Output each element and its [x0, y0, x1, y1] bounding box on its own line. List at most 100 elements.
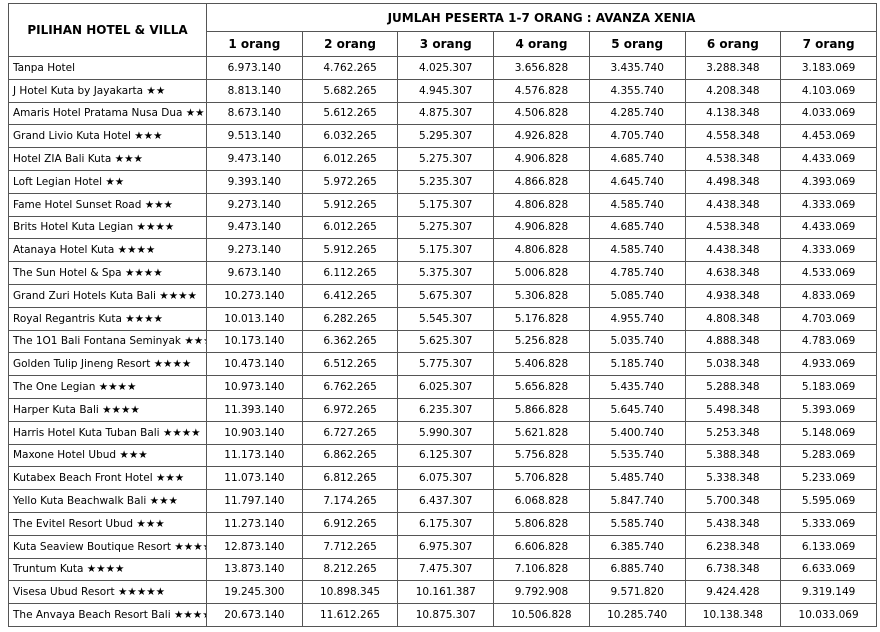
- price-cell: 4.025.307: [397, 56, 495, 80]
- price-cell: 6.812.265: [301, 466, 399, 491]
- price-cell: 4.806.828: [493, 192, 590, 217]
- table-row: Kuta Seaview Boutique Resort ★★★★ 12.873.…: [8, 534, 877, 559]
- price-cell: 5.235.307: [397, 169, 495, 194]
- price-cell: 13.873.140: [206, 557, 303, 582]
- price-cell: 4.906.828: [493, 147, 590, 171]
- price-cell: 6.238.348: [684, 534, 782, 559]
- price-cell: 5.612.265: [301, 101, 399, 126]
- price-cell: 8.212.265: [301, 557, 399, 582]
- price-cell: 5.912.265: [301, 192, 399, 217]
- price-cell: 7.106.828: [493, 557, 590, 582]
- price-cell: 11.393.140: [206, 397, 303, 422]
- price-cell: 6.385.740: [588, 534, 686, 559]
- price-cell: 6.025.307: [397, 375, 495, 399]
- price-cell: 4.438.348: [684, 192, 782, 217]
- price-cell: 5.306.828: [493, 283, 590, 308]
- hotel-name: Atanaya Hotel Kuta ★★★★: [8, 238, 207, 263]
- price-cell: 11.797.140: [206, 489, 303, 513]
- price-cell: 4.506.828: [493, 101, 590, 126]
- price-cell: 6.862.265: [301, 443, 399, 468]
- column-header: 2 orang: [301, 31, 399, 57]
- table-row: The 1O1 Bali Fontana Seminyak ★★★★ 10.173…: [8, 329, 877, 354]
- price-cell: 5.333.069: [780, 511, 877, 536]
- price-cell: 5.233.069: [780, 466, 877, 491]
- price-cell: 4.393.069: [780, 169, 877, 194]
- price-cell: 6.633.069: [780, 557, 877, 582]
- price-cell: 4.433.069: [780, 215, 877, 240]
- table-row: Visesa Ubud Resort ★★★★★ 19.245.300 10.898…: [8, 580, 877, 605]
- price-cell: 6.972.265: [301, 397, 399, 422]
- hotel-name: J Hotel Kuta by Jayakarta ★★: [8, 78, 207, 103]
- hotel-name: The One Legian ★★★★: [8, 375, 207, 399]
- price-cell: 4.355.740: [588, 78, 686, 103]
- price-cell: 5.706.828: [493, 466, 590, 491]
- price-cell: 7.712.265: [301, 534, 399, 559]
- hotel-name: Visesa Ubud Resort ★★★★★: [8, 580, 207, 605]
- table-row: J Hotel Kuta by Jayakarta ★★ 8.813.140 5.6…: [8, 78, 877, 103]
- table-row: Truntum Kuta ★★★★ 13.873.140 8.212.265 7.47…: [8, 557, 877, 582]
- price-cell: 4.538.348: [684, 215, 782, 240]
- price-cell: 5.393.069: [780, 397, 877, 422]
- price-cell: 9.273.140: [206, 238, 303, 263]
- price-cell: 4.833.069: [780, 283, 877, 308]
- price-cell: 5.990.307: [397, 420, 495, 445]
- price-cell: 4.138.348: [684, 101, 782, 126]
- price-cell: 9.393.140: [206, 169, 303, 194]
- hotel-name: Royal Regantris Kuta ★★★★: [8, 306, 207, 331]
- price-cell: 4.806.828: [493, 238, 590, 263]
- corner-header: PILIHAN HOTEL & VILLA: [8, 3, 207, 57]
- table-row: Grand Zuri Hotels Kuta Bali ★★★★ 10.273.1…: [8, 283, 877, 308]
- hotel-name: Grand Livio Kuta Hotel ★★★: [8, 124, 207, 149]
- price-cell: 5.253.348: [684, 420, 782, 445]
- price-cell: 6.012.265: [301, 215, 399, 240]
- price-cell: 6.112.265: [301, 261, 399, 285]
- price-cell: 10.173.140: [206, 329, 303, 354]
- price-cell: 5.256.828: [493, 329, 590, 354]
- hotel-name: Fame Hotel Sunset Road ★★★: [8, 192, 207, 217]
- price-cell: 9.319.149: [780, 580, 877, 605]
- hotel-name: Amaris Hotel Pratama Nusa Dua ★★: [8, 101, 207, 126]
- price-cell: 4.926.828: [493, 124, 590, 149]
- price-cell: 5.338.348: [684, 466, 782, 491]
- price-cell: 6.975.307: [397, 534, 495, 559]
- price-cell: 6.235.307: [397, 397, 495, 422]
- hotel-name: The Sun Hotel & Spa ★★★★: [8, 261, 207, 285]
- hotel-name: Tanpa Hotel: [8, 56, 207, 80]
- price-cell: 5.682.265: [301, 78, 399, 103]
- price-cell: 4.785.740: [588, 261, 686, 285]
- price-cell: 10.273.140: [206, 283, 303, 308]
- price-cell: 4.558.348: [684, 124, 782, 149]
- price-cell: 11.273.140: [206, 511, 303, 536]
- price-cell: 4.783.069: [780, 329, 877, 354]
- column-header: 6 orang: [684, 31, 782, 57]
- price-cell: 4.538.348: [684, 147, 782, 171]
- price-cell: 9.424.428: [684, 580, 782, 605]
- price-cell: 10.013.140: [206, 306, 303, 331]
- price-cell: 9.513.140: [206, 124, 303, 149]
- table-row: Tanpa Hotel 6.973.140 4.762.265 4.025.307 3.…: [8, 56, 877, 80]
- price-cell: 5.585.740: [588, 511, 686, 536]
- price-cell: 5.288.348: [684, 375, 782, 399]
- hotel-name: Yello Kuta Beachwalk Bali ★★★: [8, 489, 207, 513]
- price-cell: 5.275.307: [397, 215, 495, 240]
- price-cell: 9.473.140: [206, 215, 303, 240]
- table-row: Kutabex Beach Front Hotel ★★★ 11.073.140 6…: [8, 466, 877, 491]
- header-row: PILIHAN HOTEL & VILLA JUMLAH PESERTA 1-7…: [8, 3, 877, 57]
- price-cell: 5.645.740: [588, 397, 686, 422]
- price-cell: 6.125.307: [397, 443, 495, 468]
- price-cell: 4.685.740: [588, 215, 686, 240]
- price-cell: 4.433.069: [780, 147, 877, 171]
- hotel-name: The Evitel Resort Ubud ★★★: [8, 511, 207, 536]
- price-cell: 4.888.348: [684, 329, 782, 354]
- table-row: Harris Hotel Kuta Tuban Bali ★★★★ 10.903.…: [8, 420, 877, 445]
- table-row: The Evitel Resort Ubud ★★★ 11.273.140 6.91…: [8, 511, 877, 536]
- table-row: Amaris Hotel Pratama Nusa Dua ★★ 8.673.14…: [8, 101, 877, 126]
- table-row: The One Legian ★★★★ 10.973.140 6.762.265 6.…: [8, 375, 877, 399]
- table-row: The Sun Hotel & Spa ★★★★ 9.673.140 6.112.2…: [8, 261, 877, 285]
- price-cell: 4.333.069: [780, 192, 877, 217]
- price-cell: 4.938.348: [684, 283, 782, 308]
- price-cell: 4.576.828: [493, 78, 590, 103]
- price-cell: 8.673.140: [206, 101, 303, 126]
- price-cell: 9.473.140: [206, 147, 303, 171]
- price-cell: 4.638.348: [684, 261, 782, 285]
